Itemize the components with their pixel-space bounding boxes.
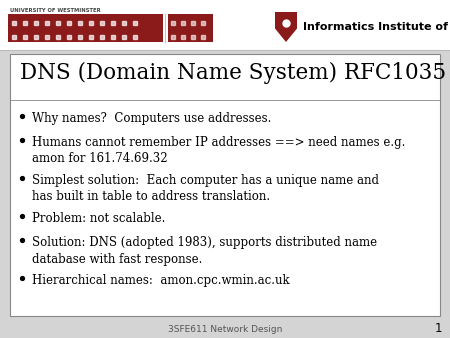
- Text: Informatics Institute of Technology: Informatics Institute of Technology: [303, 22, 450, 32]
- Text: Problem: not scalable.: Problem: not scalable.: [32, 212, 166, 225]
- Text: Humans cannot remember IP addresses ==> need names e.g.
amon for 161.74.69.32: Humans cannot remember IP addresses ==> …: [32, 136, 405, 166]
- Text: Hierarchical names:  amon.cpc.wmin.ac.uk: Hierarchical names: amon.cpc.wmin.ac.uk: [32, 274, 290, 287]
- Text: DNS (Domain Name System) RFC1035: DNS (Domain Name System) RFC1035: [20, 62, 446, 84]
- Text: 1: 1: [435, 322, 442, 336]
- Text: 3SFE611 Network Design: 3SFE611 Network Design: [168, 324, 282, 334]
- Text: Why names?  Computers use addresses.: Why names? Computers use addresses.: [32, 112, 271, 125]
- Polygon shape: [275, 12, 297, 42]
- Bar: [8, 14, 163, 42]
- Text: Solution: DNS (adopted 1983), supports distributed name
database with fast respo: Solution: DNS (adopted 1983), supports d…: [32, 236, 377, 266]
- Bar: [0, 0, 450, 50]
- Bar: [168, 14, 213, 42]
- Bar: [10, 54, 440, 316]
- Text: Simplest solution:  Each computer has a unique name and
has built in table to ad: Simplest solution: Each computer has a u…: [32, 174, 379, 203]
- Text: UNIVERSITY OF WESTMINSTER: UNIVERSITY OF WESTMINSTER: [10, 8, 101, 13]
